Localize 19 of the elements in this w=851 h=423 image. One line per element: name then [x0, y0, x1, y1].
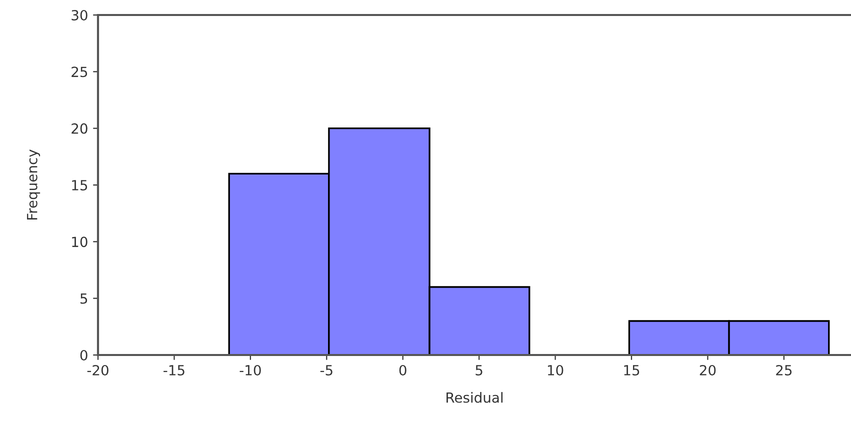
x-axis-title: Residual [446, 392, 503, 403]
x-tick-label: 10 [548, 364, 564, 376]
y-tick-label: 0 [80, 350, 88, 360]
x-tick-label: 25 [776, 364, 792, 376]
x-tick-label: -5 [320, 365, 332, 376]
x-tick-label: -15 [164, 365, 184, 376]
y-tick-label: 20 [72, 123, 88, 134]
y-tick-label: 15 [72, 180, 88, 190]
y-tick-label: 5 [80, 293, 88, 304]
x-tick-label: -10 [240, 364, 261, 376]
x-tick-label: 5 [476, 365, 482, 376]
x-tick-label: 20 [700, 364, 716, 376]
x-tick-label: 0 [399, 364, 406, 376]
y-tick-label: 30 [72, 10, 88, 20]
y-tick-label: 10 [72, 236, 88, 248]
y-tick-label: 25 [72, 66, 88, 78]
x-tick-label: -20 [87, 364, 108, 376]
x-tick-label: 15 [624, 365, 640, 376]
y-axis-title: Frequency [27, 150, 40, 220]
